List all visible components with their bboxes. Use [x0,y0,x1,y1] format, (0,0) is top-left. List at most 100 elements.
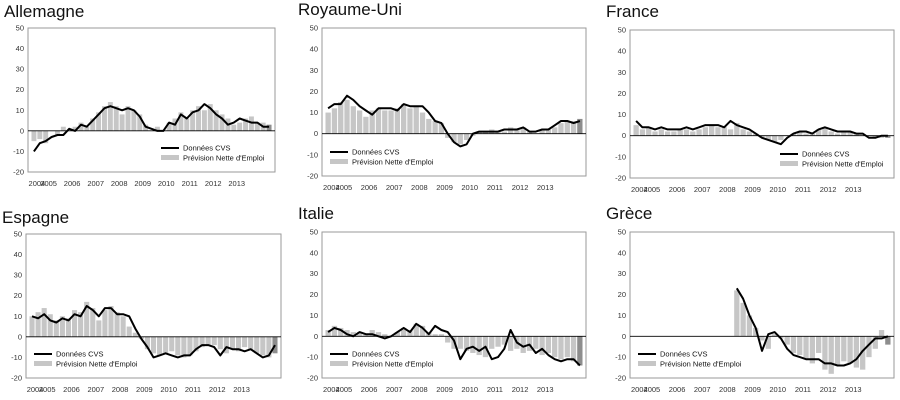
bar [633,125,639,136]
x-tick-label: 2012 [512,385,529,394]
bar [853,133,860,136]
x-tick-label: 2010 [769,385,786,394]
bar [746,315,753,337]
bar [639,129,646,136]
bar [356,110,363,134]
bar [120,316,126,337]
bar [54,130,60,135]
series-line [635,119,888,146]
chart-title: Italie [298,204,334,223]
bar [520,127,526,134]
x-tick-label: 2011 [182,179,198,188]
bar [131,110,137,131]
bar [815,336,822,353]
bar [157,336,163,356]
x-tick-label: 2013 [233,385,250,394]
bar [841,131,847,136]
bar [331,325,338,337]
bar [696,129,702,136]
y-tick-label: -10 [615,152,626,161]
x-tick-label: 2009 [134,179,151,188]
plot-frame [25,233,282,379]
y-tick-label: 50 [310,24,318,33]
series-line [33,103,270,152]
x-tick-label: 2009 [436,385,453,394]
bar [248,116,254,131]
y-tick-label: 30 [310,269,318,278]
bar [646,127,652,136]
x-tick-label: 2006 [669,185,686,194]
bar [90,308,96,337]
bar [664,131,671,136]
x-tick-label: 2007 [87,179,104,188]
bar [114,312,120,337]
y-tick-label: 10 [310,311,318,320]
x-tick-label: 2004 [323,385,340,394]
x-tick-label: 2008 [719,385,736,394]
y-tick-label: 50 [618,26,626,35]
y-tick-label: 20 [310,290,318,299]
bar [126,326,132,337]
y-tick-label: 20 [14,291,22,300]
legend-bar-label: Prévision Nette d'Emploi [802,160,884,169]
y-tick-label: -20 [13,168,24,177]
bar [463,336,470,351]
bar [438,334,445,337]
bar [407,108,413,134]
y-tick-label: 40 [618,47,626,56]
bar [394,108,401,134]
x-tick-label: 2011 [487,385,503,394]
bar [451,133,457,143]
bar [702,127,709,136]
bar [753,327,759,337]
bar [677,129,683,136]
bar [178,112,184,131]
bar [570,121,577,134]
y-tick-label: 30 [16,65,24,74]
bar [175,336,181,356]
y-tick-label: 10 [618,110,626,119]
bar [137,114,143,131]
bar [507,336,514,351]
y-tick-label: -10 [307,150,318,159]
bar [419,112,426,134]
x-tick-label: 2010 [461,183,478,192]
y-tick-label: 10 [618,311,626,320]
bar [413,323,419,337]
legend-line-label: Données CVS [352,148,400,157]
bar [570,336,577,362]
bar [715,127,721,136]
x-tick-label: 2006 [64,179,81,188]
bar [41,308,47,337]
legend-line-label: Données CVS [56,350,104,359]
bar [78,122,84,131]
bar [545,336,552,353]
x-tick-label: 2005 [644,185,661,194]
bar [237,122,243,131]
bar [828,336,834,374]
bar [260,336,266,356]
bar [457,336,463,349]
x-tick-label: 2013 [845,385,862,394]
bar [369,110,375,134]
bar [350,106,356,134]
bar [841,336,847,362]
bar [885,336,891,345]
bar [539,336,545,356]
bar [457,133,463,145]
chart-title: Royaume-Uni [298,0,402,19]
bar [207,104,213,131]
bar [771,135,778,143]
bar [394,332,401,337]
bar [375,108,382,134]
y-tick-label: 50 [16,24,24,33]
bar [43,130,49,144]
bar [154,126,160,131]
bar [860,336,866,370]
bar [72,126,78,131]
x-tick-label: 2010 [769,185,786,194]
y-tick-label: -20 [615,174,626,183]
bar [254,336,260,354]
x-tick-label: 2013 [537,183,554,192]
bar [166,122,172,131]
